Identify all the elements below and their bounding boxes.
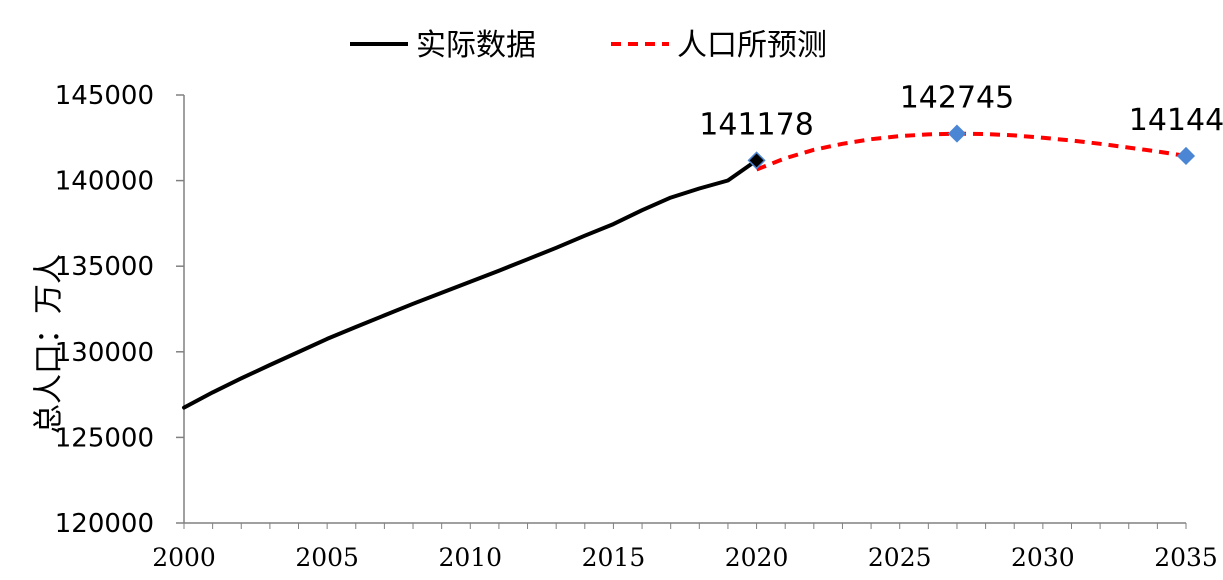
- x-tick-label: 2035: [1154, 543, 1218, 572]
- y-tick-label: 120000: [55, 509, 154, 539]
- x-tick-label: 2005: [295, 543, 359, 572]
- legend-label-1: 人口所预测: [677, 28, 827, 63]
- x-tick-label: 2015: [582, 543, 646, 572]
- x-tick-labels: 2000 2005 2010 2015 2020 2025 2030 2035: [152, 523, 1218, 572]
- data-label: 141178: [699, 107, 814, 142]
- data-markers: 141178 142745 141440: [699, 81, 1223, 170]
- y-tick-labels: 120000 125000 130000 135000 140000 145000: [55, 81, 184, 539]
- data-label: 141440: [1129, 103, 1223, 138]
- y-tick-label: 140000: [55, 167, 154, 197]
- data-label: 142745: [900, 81, 1015, 116]
- series-line-1: [755, 131, 1187, 172]
- data-marker: [947, 124, 967, 143]
- series-lines: [182, 131, 1187, 410]
- y-tick-label: 145000: [55, 81, 154, 111]
- y-tick-label: 130000: [55, 338, 154, 368]
- x-tick-label: 2010: [438, 543, 502, 572]
- x-tick-label: 2020: [725, 543, 789, 572]
- legend: 实际数据 人口所预测: [350, 28, 827, 63]
- data-marker: [747, 151, 766, 170]
- y-tick-label: 125000: [55, 423, 154, 453]
- data-marker: [1176, 146, 1196, 166]
- series-line-0: [182, 158, 759, 410]
- x-tick-label: 2030: [1011, 543, 1075, 572]
- axes: [183, 95, 1186, 524]
- legend-label-0: 实际数据: [416, 28, 536, 63]
- y-tick-label: 135000: [55, 252, 154, 282]
- x-tick-label: 2000: [152, 543, 216, 572]
- y-axis-title: 总人口：万人: [32, 254, 67, 434]
- x-tick-label: 2025: [868, 543, 932, 572]
